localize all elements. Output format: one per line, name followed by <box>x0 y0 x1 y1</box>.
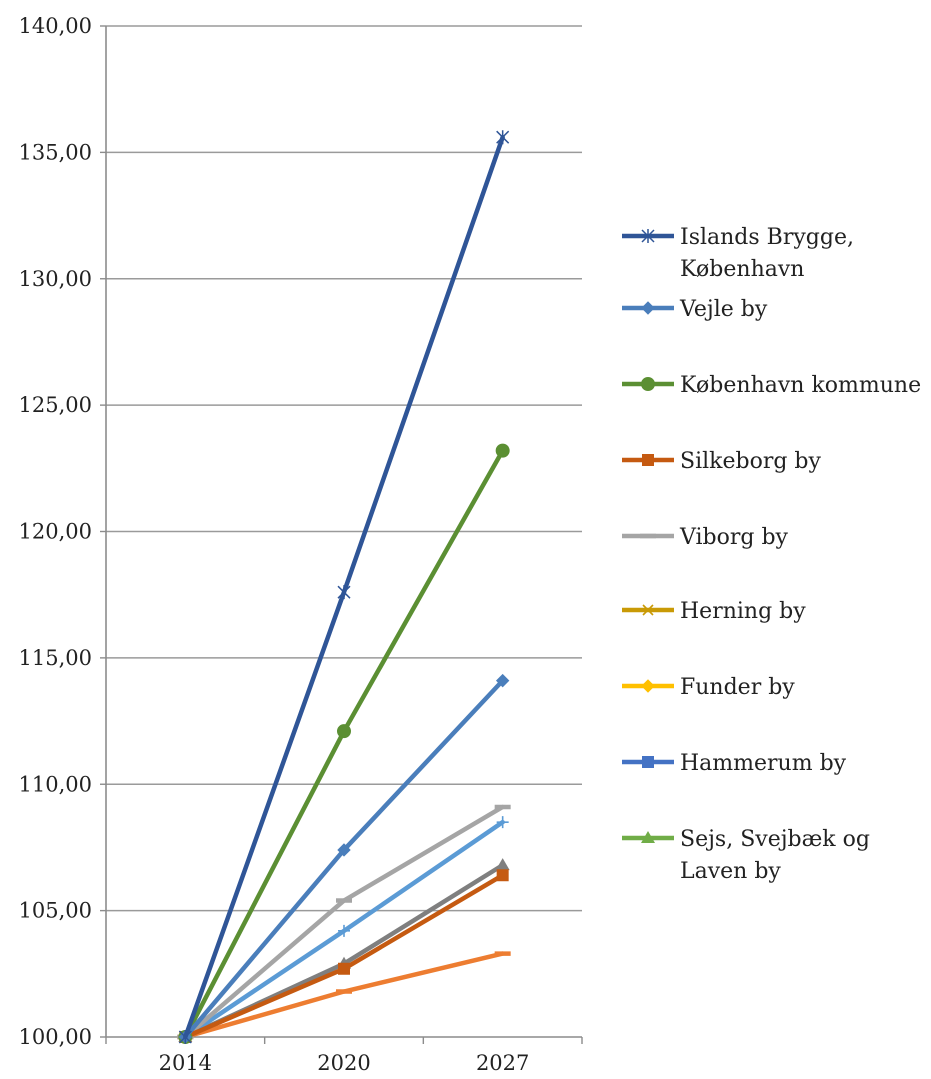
data-point <box>496 816 509 829</box>
legend-label: Sejs, Svejbæk og <box>680 827 870 852</box>
legend-label: København kommune <box>680 373 921 398</box>
legend-marker-shape <box>642 454 654 466</box>
legend-entry: København kommune <box>622 373 921 398</box>
data-point-shape <box>338 962 350 975</box>
y-tick-label: 130,00 <box>19 267 92 291</box>
data-point <box>338 924 350 937</box>
legend-entry: Silkeborg by <box>622 449 821 474</box>
legend-marker-shape <box>641 679 655 693</box>
data-point-shape <box>495 673 510 688</box>
data-point-shape <box>178 1030 192 1044</box>
legend-entry: Herning by <box>622 599 806 624</box>
legend-marker <box>642 454 654 466</box>
legend-label: Viborg by <box>679 525 789 550</box>
y-tick-label: 135,00 <box>19 140 92 164</box>
data-point-shape <box>337 724 351 739</box>
legend-label: Herning by <box>680 599 806 624</box>
legend-entry: Viborg by <box>622 525 789 550</box>
data-point <box>496 869 509 882</box>
legend-marker <box>642 604 654 616</box>
legend-label: Islands Brygge, <box>680 225 854 250</box>
y-tick-label: 140,00 <box>19 14 92 38</box>
legend-marker-shape <box>642 756 654 768</box>
legend-marker-shape <box>642 604 654 616</box>
series-lines <box>177 130 511 1044</box>
legend-marker <box>641 229 655 243</box>
legend-entry: Islands Brygge, København <box>622 225 854 282</box>
data-point <box>338 962 350 975</box>
legend-marker <box>641 831 655 843</box>
x-tick-label: 2020 <box>317 1051 370 1075</box>
data-point-shape <box>496 816 509 829</box>
legend-marker-shape <box>641 229 655 243</box>
series-line <box>183 862 505 1040</box>
legend-label: Laven by <box>680 859 781 884</box>
series-2 <box>178 443 510 1044</box>
x-axis-ticks: 2014 2020 2027 <box>105 1037 583 1075</box>
legend-entry: Vejle by <box>622 297 768 322</box>
legend-label: Hammerum by <box>680 751 847 776</box>
data-point <box>337 843 351 857</box>
data-point-shape <box>496 869 509 882</box>
data-point-shape <box>338 924 350 937</box>
legend: Islands Brygge, København Vejle by Københav… <box>622 225 921 884</box>
legend-marker-shape <box>641 301 655 315</box>
y-tick-label: 115,00 <box>19 646 92 670</box>
data-point-shape <box>495 858 510 871</box>
data-point <box>495 443 510 458</box>
data-point <box>495 673 510 688</box>
legend-marker-shape <box>641 377 655 391</box>
data-point <box>496 130 510 145</box>
data-point <box>495 858 510 871</box>
x-tick-label: 2014 <box>159 1051 212 1075</box>
data-point <box>337 585 351 600</box>
data-point-shape <box>495 443 510 458</box>
legend-label: Vejle by <box>679 297 768 322</box>
series-line <box>183 448 505 1040</box>
legend-entry: Sejs, Svejbæk og Laven by <box>622 827 870 884</box>
legend-label: Funder by <box>680 675 795 700</box>
y-tick-label: 105,00 <box>19 899 92 923</box>
series-0 <box>178 130 510 1044</box>
legend-entry: Hammerum by <box>622 751 847 776</box>
data-point-shape <box>337 843 351 857</box>
legend-marker <box>642 756 654 768</box>
data-point-shape <box>337 585 351 600</box>
legend-marker <box>641 679 655 693</box>
y-axis-ticks: 100,00 105,00 110,00 115,00 120,00 125,00 130,… <box>19 14 106 1049</box>
legend-marker <box>641 377 655 391</box>
y-tick-label: 110,00 <box>19 772 92 796</box>
y-tick-label: 120,00 <box>19 520 92 544</box>
legend-marker <box>641 301 655 315</box>
legend-label: København <box>680 257 804 282</box>
grid-lines <box>106 25 582 912</box>
legend-marker-shape <box>641 831 655 843</box>
data-point <box>337 724 351 739</box>
data-point <box>178 1030 192 1044</box>
data-point-shape <box>496 130 510 145</box>
x-tick-label: 2027 <box>476 1051 529 1075</box>
legend-entry: Funder by <box>622 675 795 700</box>
y-tick-label: 100,00 <box>19 1025 92 1049</box>
y-tick-label: 125,00 <box>19 393 92 417</box>
legend-label: Silkeborg by <box>680 449 821 474</box>
